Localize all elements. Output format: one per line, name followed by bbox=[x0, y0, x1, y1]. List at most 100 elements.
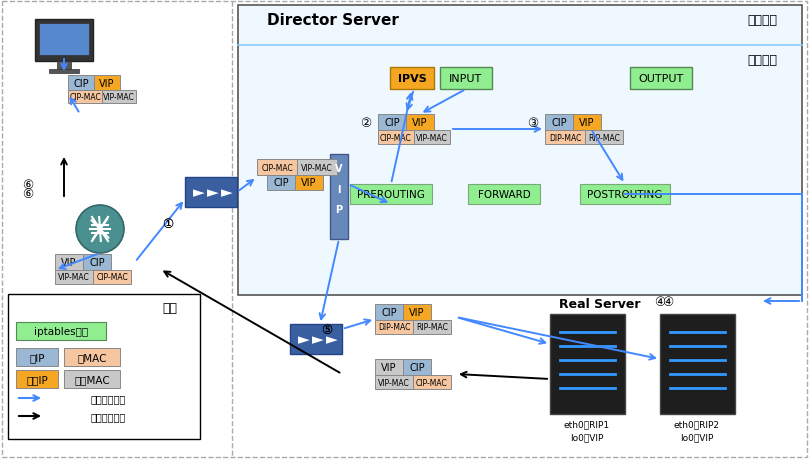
Bar bbox=[378, 131, 414, 145]
Bar bbox=[64, 370, 120, 388]
Bar bbox=[573, 115, 601, 131]
Text: Io0：VIP: Io0：VIP bbox=[680, 432, 714, 442]
Bar bbox=[16, 322, 106, 340]
Text: 请求报文流向: 请求报文流向 bbox=[91, 393, 125, 403]
Text: eth0：RIP1: eth0：RIP1 bbox=[564, 420, 610, 429]
Text: 用户空间: 用户空间 bbox=[747, 13, 777, 27]
Bar bbox=[102, 91, 136, 104]
Text: ►: ► bbox=[326, 332, 338, 347]
Bar bbox=[57, 62, 71, 70]
Bar bbox=[49, 70, 79, 74]
Text: VIP-MAC: VIP-MAC bbox=[416, 133, 448, 142]
Text: ⑤: ⑤ bbox=[321, 323, 332, 336]
Text: PREROUTING: PREROUTING bbox=[357, 190, 425, 200]
Bar bbox=[16, 348, 58, 366]
Bar bbox=[630, 68, 692, 90]
Text: 源MAC: 源MAC bbox=[77, 352, 107, 362]
Bar bbox=[375, 304, 403, 320]
Text: ①: ① bbox=[163, 217, 174, 230]
Text: VIP: VIP bbox=[61, 257, 77, 268]
Text: RIP-MAC: RIP-MAC bbox=[588, 133, 620, 142]
Text: CIP: CIP bbox=[381, 308, 396, 317]
Text: ①: ① bbox=[163, 217, 174, 230]
Text: ②: ② bbox=[360, 116, 371, 129]
Text: CIP: CIP bbox=[384, 118, 400, 128]
Bar bbox=[64, 348, 120, 366]
Text: ►: ► bbox=[207, 185, 219, 200]
Bar bbox=[290, 325, 342, 354]
Text: CIP: CIP bbox=[73, 78, 89, 88]
Text: OUTPUT: OUTPUT bbox=[638, 74, 684, 84]
Text: Director Server: Director Server bbox=[267, 12, 399, 28]
Bar bbox=[267, 176, 295, 190]
Text: Io0：VIP: Io0：VIP bbox=[570, 432, 604, 442]
Bar bbox=[550, 314, 625, 414]
Text: DIP-MAC: DIP-MAC bbox=[549, 133, 581, 142]
Bar bbox=[468, 185, 540, 205]
Text: VIP: VIP bbox=[381, 362, 396, 372]
Text: CIP-MAC: CIP-MAC bbox=[96, 273, 128, 282]
Bar bbox=[83, 254, 111, 270]
Text: ►: ► bbox=[312, 332, 324, 347]
Bar bbox=[375, 375, 413, 389]
Text: eth0：RIP2: eth0：RIP2 bbox=[674, 420, 720, 429]
Text: VIP-MAC: VIP-MAC bbox=[58, 273, 90, 282]
Circle shape bbox=[76, 206, 124, 253]
Text: ⑥: ⑥ bbox=[23, 188, 34, 201]
Text: CIP: CIP bbox=[551, 118, 567, 128]
Text: VIP: VIP bbox=[579, 118, 595, 128]
Text: CIP: CIP bbox=[89, 257, 105, 268]
Text: ►: ► bbox=[193, 185, 205, 200]
Text: POSTROUTING: POSTROUTING bbox=[587, 190, 663, 200]
Text: VIP-MAC: VIP-MAC bbox=[103, 92, 135, 101]
Text: RIP-MAC: RIP-MAC bbox=[416, 323, 448, 332]
Text: VIP: VIP bbox=[409, 308, 425, 317]
Text: VIP: VIP bbox=[413, 118, 428, 128]
Text: ④: ④ bbox=[663, 295, 674, 308]
Bar bbox=[413, 320, 451, 334]
Bar bbox=[68, 91, 102, 104]
Text: CIP-MAC: CIP-MAC bbox=[261, 163, 293, 172]
Text: CIP: CIP bbox=[273, 178, 289, 188]
Bar bbox=[35, 20, 93, 62]
Text: V: V bbox=[335, 164, 343, 174]
Bar bbox=[406, 115, 434, 131]
Text: CIP-MAC: CIP-MAC bbox=[69, 92, 101, 101]
Text: 源IP: 源IP bbox=[29, 352, 44, 362]
Text: ►: ► bbox=[299, 332, 310, 347]
Text: CIP-MAC: CIP-MAC bbox=[416, 378, 448, 386]
Text: ►: ► bbox=[221, 185, 233, 200]
Text: I: I bbox=[337, 185, 341, 195]
Bar bbox=[660, 314, 735, 414]
Bar bbox=[440, 68, 492, 90]
Bar bbox=[545, 131, 585, 145]
Bar bbox=[238, 6, 802, 295]
Bar bbox=[375, 320, 413, 334]
Bar bbox=[68, 76, 94, 91]
Text: CIP: CIP bbox=[409, 362, 425, 372]
Bar bbox=[55, 254, 83, 270]
Text: 目标IP: 目标IP bbox=[26, 374, 48, 384]
Text: 响应报文流向: 响应报文流向 bbox=[91, 411, 125, 421]
Text: DIP-MAC: DIP-MAC bbox=[378, 323, 410, 332]
Bar bbox=[39, 24, 89, 56]
Bar bbox=[185, 178, 237, 207]
Bar bbox=[545, 115, 573, 131]
Bar bbox=[375, 359, 403, 375]
Text: VIP: VIP bbox=[301, 178, 317, 188]
Bar bbox=[580, 185, 670, 205]
Bar bbox=[390, 68, 434, 90]
Bar bbox=[403, 304, 431, 320]
Bar bbox=[378, 115, 406, 131]
Text: Real Server: Real Server bbox=[559, 298, 641, 311]
Text: IPVS: IPVS bbox=[398, 74, 426, 84]
Bar bbox=[16, 370, 58, 388]
Text: VIP-MAC: VIP-MAC bbox=[378, 378, 410, 386]
Text: ⑥: ⑥ bbox=[23, 178, 34, 191]
Text: iptables的链: iptables的链 bbox=[34, 326, 88, 336]
Bar bbox=[297, 160, 337, 176]
Text: ⑤: ⑤ bbox=[321, 323, 332, 336]
Text: ④: ④ bbox=[654, 295, 666, 308]
Text: 目标MAC: 目标MAC bbox=[74, 374, 110, 384]
Text: CIP-MAC: CIP-MAC bbox=[380, 133, 412, 142]
